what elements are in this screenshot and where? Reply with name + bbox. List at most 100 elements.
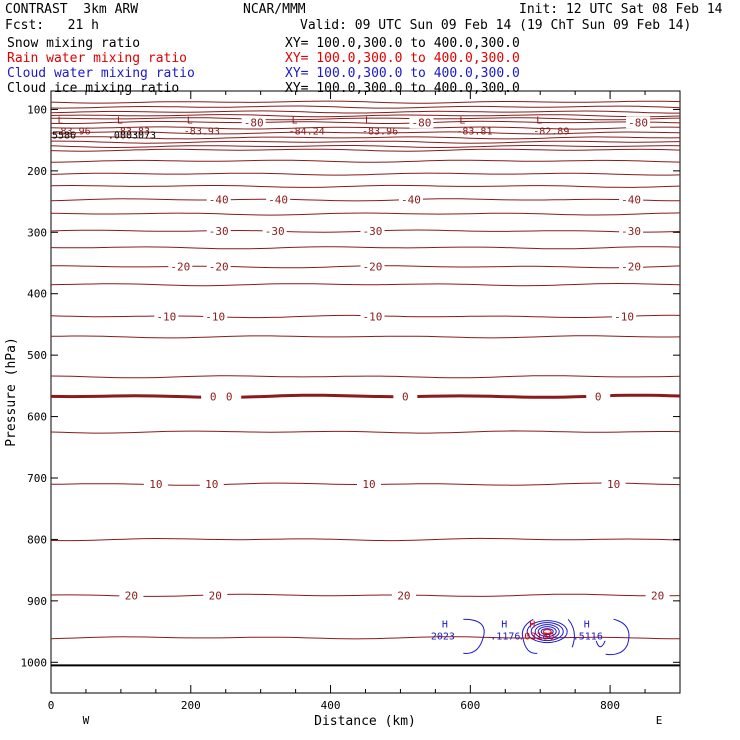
plot-frame [50, 90, 681, 694]
isotherm-label-bg [409, 116, 434, 129]
y-tick-label: 700 [27, 472, 47, 485]
isotherm-label: -40 [621, 194, 641, 207]
isotherm-label: -40 [401, 194, 421, 207]
field-cloudwater-xy: XY= 100.0,300.0 to 400.0,300.0 [285, 66, 520, 81]
x-tick-label: 0 [48, 699, 55, 712]
temperature-contour-line [50, 110, 680, 114]
temperature-contour-line [50, 430, 681, 434]
cloud-water-contour [530, 622, 564, 642]
isotherm-label-bg [199, 478, 224, 491]
minimum-marker: L [57, 115, 63, 126]
isotherm-label: 0 [595, 390, 602, 403]
isotherm-label-bg [206, 193, 231, 206]
header-center: NCAR/MMM [243, 2, 306, 17]
temperature-contour-line [50, 148, 681, 152]
minimum-value-label: -82.89 [533, 126, 569, 137]
y-tick-label: 600 [27, 411, 47, 424]
field-snow-name: Snow mixing ratio [7, 36, 141, 51]
isotherm-label-bg [626, 116, 651, 129]
cloud-water-contour [534, 624, 560, 640]
temperature-contour-line [50, 282, 681, 287]
isotherm-label: 10 [607, 478, 620, 491]
cloud-water-contour [595, 640, 606, 648]
header-valid: Valid: 09 UTC Sun 09 Feb 14 (19 ChT Sun … [300, 18, 692, 33]
isotherm-label: 10 [362, 478, 375, 491]
y-tick-label: 1000 [21, 656, 48, 669]
temperature-contour-line [51, 140, 681, 144]
isotherm-label: 10 [149, 478, 162, 491]
minimum-value-label: -83.96 [362, 126, 398, 137]
maximum-value-label: .03180 [518, 631, 554, 642]
header-init: Init: 12 UTC Sat 08 Feb 14 [519, 2, 723, 17]
temperature-contour-line [50, 184, 681, 188]
isotherm-label: -10 [156, 310, 176, 323]
field-cloudwater-name: Cloud water mixing ratio [7, 66, 195, 81]
x-tick-label: 600 [460, 699, 480, 712]
isotherm-label-bg [168, 260, 193, 273]
minimum-marker: L [117, 115, 123, 126]
minimum-value-label: -83.96 [54, 126, 90, 137]
isotherm-label-bg [360, 310, 385, 323]
cloud-water-contour [521, 618, 538, 654]
temperature-contour-line [50, 136, 681, 140]
isotherm-label: -80 [244, 116, 264, 129]
x-tick-label: 400 [321, 699, 341, 712]
field-cloudice-xy: XY= 100.0,300.0 to 400.0,300.0 [285, 81, 520, 96]
field-rain-xy: XY= 100.0,300.0 to 400.0,300.0 [285, 51, 520, 66]
isotherm-label-bg [619, 225, 644, 238]
isotherm-label-bg [393, 390, 418, 403]
temperature-contour-line [50, 537, 681, 542]
minimum-marker: L [187, 115, 193, 126]
field-snow-xy: XY= 100.0,300.0 to 400.0,300.0 [285, 36, 520, 51]
isotherm-label: 0 [402, 390, 409, 403]
isotherm-label: 0 [210, 390, 217, 403]
isotherm-line [50, 120, 681, 124]
cloud-water-contour [526, 620, 568, 644]
isotherm-label-bg [154, 310, 179, 323]
temperature-contour-line [50, 172, 681, 176]
cloud-water-contour [605, 618, 630, 656]
isotherm-label: -40 [268, 194, 288, 207]
x-end-label-east: E [656, 714, 663, 727]
isotherm-label: 20 [397, 589, 410, 602]
isotherm-label: -20 [170, 261, 190, 274]
isotherm-label-bg [360, 260, 385, 273]
isotherm-label: 20 [209, 589, 222, 602]
isotherm-label-bg [241, 116, 266, 129]
isotherm-label: -20 [209, 261, 229, 274]
maximum-marker: H [501, 619, 507, 630]
header-title: CONTRAST 3km ARW [5, 2, 139, 17]
temperature-contour-line [50, 636, 681, 640]
isotherm-line [50, 198, 681, 202]
maximum-marker: H [584, 619, 590, 630]
isotherm-label: -30 [209, 225, 229, 238]
isotherm-label: -30 [363, 225, 383, 238]
isotherm-label-bg [391, 589, 416, 602]
rain-water-contour [542, 629, 552, 635]
minimum-value-label: -83.81 [456, 126, 492, 137]
maximum-value-label: 2023 [431, 631, 455, 642]
isotherm-label-bg [266, 193, 291, 206]
maximum-value-label: .1176 [490, 631, 520, 642]
field-rain-name: Rain water mixing ratio [7, 51, 188, 66]
isotherm-line [50, 393, 681, 399]
temperature-contour-line [50, 335, 681, 339]
isotherm-label: -10 [614, 310, 634, 323]
isotherm-label-bg [619, 260, 644, 273]
isotherm-label: 10 [205, 478, 218, 491]
minimum-value-label: -84.24 [289, 126, 325, 137]
minimum-marker: L [292, 115, 298, 126]
cloud-water-contour [463, 618, 485, 654]
isotherm-label-bg [217, 390, 242, 403]
isotherm-label: 0 [226, 390, 233, 403]
isotherm-label-bg [119, 589, 144, 602]
isotherm-label-bg [586, 390, 611, 403]
contour-labels: -80 -80 -80 -40 -40 -40 -40 -30 -30 -30 -30 -20 -20 -… [52, 115, 670, 642]
y-tick-label: 200 [27, 165, 47, 178]
minimum-marker: L [536, 115, 542, 126]
minimum-value-label: -83.93 [184, 126, 220, 137]
isotherm-label-bg [356, 478, 381, 491]
temperature-contour-line [50, 100, 681, 104]
snow-value-label: 5586 [52, 131, 76, 142]
minimum-marker: L [365, 115, 371, 126]
